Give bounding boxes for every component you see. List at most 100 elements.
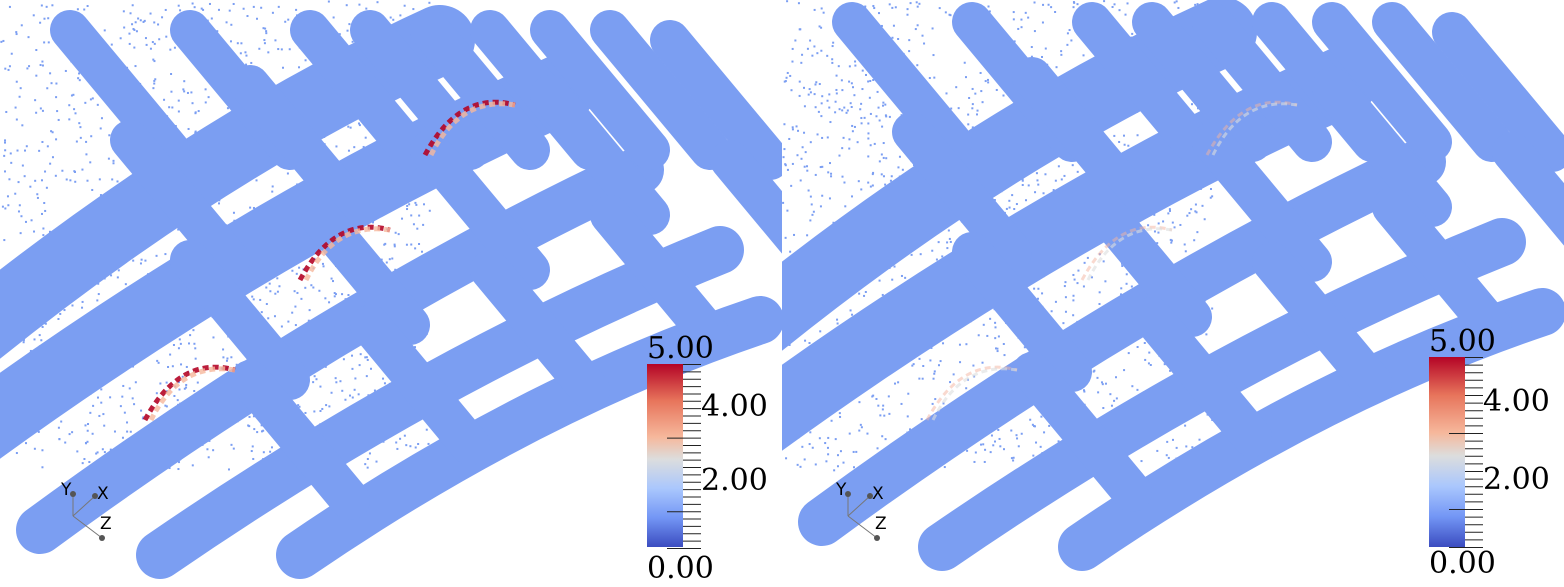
point bbox=[1136, 346, 1139, 349]
point bbox=[782, 156, 785, 159]
point bbox=[1194, 203, 1197, 206]
point bbox=[134, 21, 137, 24]
point bbox=[112, 162, 115, 165]
point bbox=[229, 40, 232, 43]
point bbox=[878, 279, 881, 282]
point bbox=[882, 104, 885, 107]
point bbox=[84, 424, 87, 427]
left-point-cloud bbox=[0, 0, 782, 579]
point bbox=[1083, 390, 1086, 393]
point bbox=[341, 389, 344, 392]
point bbox=[263, 42, 266, 45]
point bbox=[19, 87, 22, 90]
point bbox=[827, 436, 830, 439]
point bbox=[68, 104, 71, 107]
point bbox=[44, 209, 47, 212]
point bbox=[8, 65, 11, 68]
point bbox=[879, 414, 882, 417]
point bbox=[248, 415, 251, 418]
point bbox=[365, 375, 368, 378]
point bbox=[69, 179, 72, 182]
point bbox=[943, 466, 946, 469]
point bbox=[251, 445, 254, 448]
point bbox=[153, 60, 156, 63]
point bbox=[801, 53, 804, 56]
point bbox=[851, 124, 854, 127]
point bbox=[271, 190, 274, 193]
point bbox=[901, 168, 904, 171]
point bbox=[1211, 195, 1214, 198]
point bbox=[975, 113, 978, 116]
point bbox=[1072, 1, 1075, 4]
point bbox=[841, 109, 844, 112]
point bbox=[786, 168, 789, 171]
point bbox=[864, 5, 867, 8]
point bbox=[834, 111, 837, 114]
color-gradient bbox=[1429, 357, 1465, 547]
point bbox=[790, 184, 793, 187]
point bbox=[41, 64, 44, 67]
point bbox=[276, 277, 279, 280]
point bbox=[1198, 438, 1201, 441]
point bbox=[863, 294, 866, 297]
point bbox=[168, 467, 171, 470]
point bbox=[906, 8, 909, 11]
point bbox=[893, 265, 896, 268]
point bbox=[156, 359, 159, 362]
point bbox=[121, 395, 124, 398]
right-render-view[interactable]: 5.00 4.00 2.00 0.00 Y X Z bbox=[782, 0, 1564, 587]
point bbox=[86, 429, 89, 432]
point bbox=[414, 446, 417, 449]
point bbox=[1060, 53, 1063, 56]
point bbox=[33, 338, 36, 341]
point bbox=[75, 140, 78, 143]
point bbox=[178, 388, 181, 391]
point bbox=[149, 12, 152, 15]
point bbox=[230, 23, 233, 26]
point bbox=[800, 61, 803, 64]
point bbox=[867, 181, 870, 184]
point bbox=[358, 124, 361, 127]
right-point-cloud bbox=[782, 0, 1564, 571]
point bbox=[980, 443, 983, 446]
point bbox=[1029, 418, 1032, 421]
point bbox=[826, 54, 829, 57]
point bbox=[103, 424, 106, 427]
point bbox=[1143, 341, 1146, 344]
point bbox=[939, 360, 942, 363]
point bbox=[42, 234, 45, 237]
point bbox=[994, 321, 997, 324]
fiber-strand bbox=[1372, 2, 1512, 162]
point bbox=[828, 106, 831, 109]
point bbox=[92, 404, 95, 407]
point bbox=[1120, 287, 1123, 290]
point bbox=[95, 452, 98, 455]
point bbox=[1167, 456, 1170, 459]
point bbox=[803, 458, 806, 461]
point bbox=[1104, 382, 1107, 385]
point bbox=[818, 437, 821, 440]
point bbox=[897, 38, 900, 41]
point bbox=[260, 6, 263, 9]
point bbox=[193, 389, 196, 392]
point bbox=[1098, 291, 1101, 294]
point bbox=[877, 12, 880, 15]
point bbox=[177, 99, 180, 102]
point bbox=[1, 205, 4, 208]
point bbox=[1017, 445, 1020, 448]
point bbox=[142, 20, 145, 23]
point bbox=[851, 130, 854, 133]
point bbox=[831, 61, 834, 64]
point bbox=[0, 40, 3, 43]
point bbox=[867, 80, 870, 83]
point bbox=[908, 39, 911, 42]
point bbox=[948, 237, 951, 240]
point bbox=[228, 9, 231, 12]
point bbox=[40, 4, 43, 7]
point bbox=[858, 429, 861, 432]
point bbox=[1057, 440, 1060, 443]
left-render-view[interactable]: 5.00 4.00 2.00 0.00 Y X Z bbox=[0, 0, 782, 587]
point bbox=[894, 382, 897, 385]
point bbox=[208, 439, 211, 442]
point bbox=[239, 52, 242, 55]
